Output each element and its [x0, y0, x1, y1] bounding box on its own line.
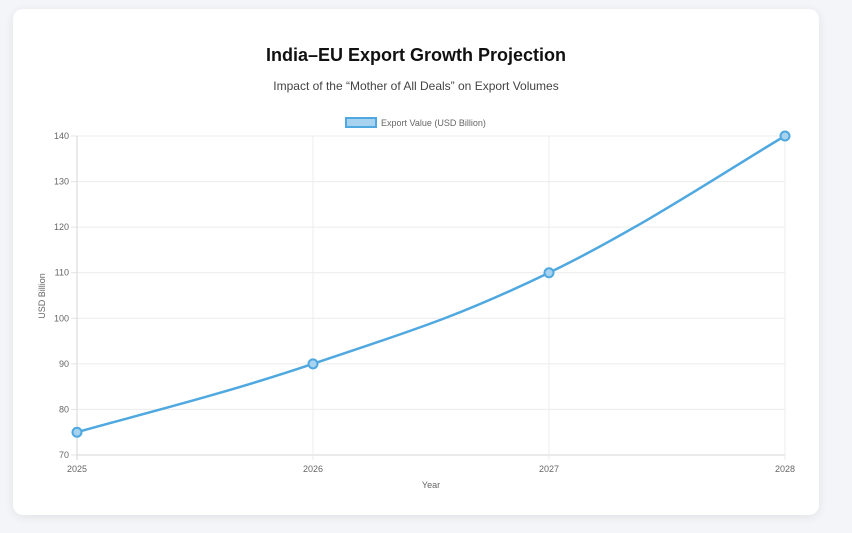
data-point[interactable]	[543, 267, 555, 279]
y-tick-label: 110	[55, 268, 69, 278]
x-tick-label: 2027	[539, 464, 559, 474]
series-line	[76, 134, 786, 434]
x-axis-title: Year	[422, 480, 440, 490]
legend[interactable]: Export Value (USD Billion)	[345, 117, 486, 128]
x-axis-ticks: 2025 2026 2027 2028	[67, 464, 795, 474]
data-points	[71, 130, 791, 438]
x-tick-label: 2028	[775, 464, 795, 474]
y-axis-title: USD Billion	[37, 273, 47, 319]
y-tick-label: 140	[54, 131, 69, 141]
y-tick-label: 90	[59, 359, 69, 369]
data-point[interactable]	[779, 130, 791, 142]
y-tick-label: 120	[54, 222, 69, 232]
chart-card: India–EU Export Growth Projection Impact…	[13, 9, 819, 515]
y-axis-ticks: 70 80 90 100 110 120 130 140	[54, 131, 69, 460]
x-tick-label: 2025	[67, 464, 87, 474]
chart-title: India–EU Export Growth Projection	[265, 45, 567, 65]
legend-swatch	[345, 117, 377, 128]
legend-label: Export Value (USD Billion)	[381, 118, 486, 128]
chart-subtitle: Impact of the “Mother of All Deals” on E…	[273, 79, 559, 93]
grid	[71, 135, 786, 460]
y-tick-label: 100	[54, 313, 69, 323]
y-tick-label: 130	[54, 177, 69, 187]
x-tick-label: 2026	[303, 464, 323, 474]
y-tick-label: 70	[59, 450, 69, 460]
y-tick-label: 80	[59, 404, 69, 414]
data-point[interactable]	[71, 426, 83, 438]
line-chart: Export Value (USD Billion) 70 80 90 100 110 1…	[37, 117, 795, 490]
data-point[interactable]	[307, 358, 319, 370]
